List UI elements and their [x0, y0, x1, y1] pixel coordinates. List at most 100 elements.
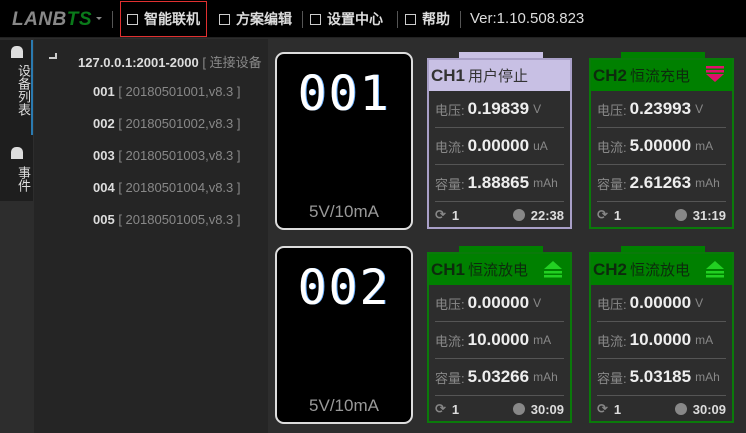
elapsed-time: 31:19 — [692, 207, 726, 223]
device-spec: 5V/10mA — [309, 202, 379, 221]
tree-root-node[interactable]: 127.0.0.1:2001-2000 [ 连接设备 — [78, 52, 268, 71]
menu-plan-edit[interactable]: 方案编辑 — [219, 0, 292, 38]
voltage-row: 电压: 0.00000 V — [597, 285, 726, 322]
device-info: [ 20180501002,v8.3 ] — [118, 116, 241, 131]
voltage-label: 电压: — [597, 296, 627, 312]
tree-device-node[interactable]: 005 [ 20180501005,v8.3 ] — [93, 212, 241, 227]
voltage-unit: V — [533, 102, 542, 116]
device-spec: 5V/10mA — [309, 396, 379, 415]
active-tab-indicator — [31, 40, 33, 135]
capacity-unit: mAh — [533, 176, 558, 190]
device-tree: 127.0.0.1:2001-2000 [ 连接设备 001 [ 20180501… — [34, 39, 268, 433]
menu-smart-connect[interactable]: 智能联机 — [120, 1, 207, 37]
current-value: 0.00000 — [467, 136, 530, 155]
tab-events[interactable]: 事件 — [16, 166, 31, 192]
voltage-label: 电压: — [435, 296, 465, 312]
voltage-row: 电压: 0.19839 V — [435, 91, 564, 128]
divider — [460, 11, 461, 28]
channel-name: CH2 — [593, 259, 628, 279]
logo-dropdown-icon[interactable] — [96, 17, 102, 20]
channel-tab — [459, 246, 543, 252]
channel-state: 恒流放电 — [630, 262, 691, 279]
channel-footer: ⟳ 1 30:09 — [597, 396, 726, 422]
device-number: 002 — [297, 260, 391, 316]
capacity-value: 1.88865 — [467, 173, 530, 192]
divider — [302, 11, 303, 28]
connection-status: [ 连接设备 — [202, 55, 262, 70]
tree-device-node[interactable]: 001 [ 20180501001,v8.3 ] — [93, 84, 241, 99]
voltage-unit: V — [533, 296, 542, 310]
charge-arrow-icon — [706, 66, 724, 82]
channel-footer: ⟳ 1 22:38 — [435, 202, 564, 228]
tree-device-node[interactable]: 004 [ 20180501004,v8.3 ] — [93, 180, 241, 195]
cycle-icon: ⟳ — [435, 207, 446, 222]
tree-device-node[interactable]: 002 [ 20180501002,v8.3 ] — [93, 116, 241, 131]
device-card[interactable]: 002 5V/10mA — [275, 246, 413, 424]
alarm-icon — [11, 147, 23, 159]
channel-card[interactable]: CH2 恒流放电 电压: 0.00000 V 电流: 10.0000 mA 容量: 5.03… — [589, 246, 734, 423]
channel-header: CH1 恒流放电 — [429, 254, 570, 285]
clock-icon — [512, 403, 525, 415]
current-row: 电流: 5.00000 mA — [597, 128, 726, 165]
channel-state: 恒流放电 — [468, 262, 529, 279]
logo-text: LANB — [12, 9, 67, 30]
cycle-icon: ⟳ — [435, 401, 446, 416]
menu-settings[interactable]: 设置中心 — [310, 0, 383, 38]
device-id: 005 — [93, 212, 115, 227]
menu-label: 设置中心 — [327, 11, 383, 27]
capacity-label: 容量: — [435, 176, 465, 192]
side-tab-strip: 设备列表 事件 — [0, 40, 33, 201]
channel-card[interactable]: CH1 恒流放电 电压: 0.00000 V 电流: 10.0000 mA 容量: 5.03… — [427, 246, 572, 423]
menu-label: 方案编辑 — [236, 11, 292, 27]
device-info: [ 20180501003,v8.3 ] — [118, 148, 241, 163]
app-logo[interactable]: LANBTS — [12, 9, 92, 31]
voltage-label: 电压: — [597, 102, 627, 118]
channel-tab — [459, 52, 543, 58]
clock-icon — [674, 403, 687, 415]
channel-tab — [621, 52, 705, 58]
current-label: 电流: — [435, 333, 465, 349]
clock-icon — [674, 209, 687, 221]
capacity-row: 容量: 5.03185 mAh — [597, 359, 726, 396]
device-info: [ 20180501005,v8.3 ] — [118, 212, 241, 227]
current-unit: mA — [533, 333, 552, 347]
current-unit: mA — [695, 333, 714, 347]
channel-header: CH2 恒流放电 — [591, 254, 732, 285]
device-id: 004 — [93, 180, 115, 195]
voltage-row: 电压: 0.23993 V — [597, 91, 726, 128]
channel-card[interactable]: CH1 用户停止 电压: 0.19839 V 电流: 0.00000 uA 容量: 1.88… — [427, 52, 572, 229]
current-row: 电流: 10.0000 mA — [435, 322, 564, 359]
cycle-icon: ⟳ — [597, 401, 608, 416]
collapse-icon[interactable] — [49, 53, 57, 59]
tab-device-list[interactable]: 设备列表 — [16, 64, 31, 116]
capacity-label: 容量: — [597, 176, 627, 192]
channel-card[interactable]: CH2 恒流充电 电压: 0.23993 V 电流: 5.00000 mA 容量: 2.61… — [589, 52, 734, 229]
voltage-label: 电压: — [435, 102, 465, 118]
menu-help[interactable]: 帮助 — [405, 0, 450, 38]
version-label: Ver:1.10.508.823 — [470, 10, 585, 27]
divider — [112, 11, 113, 28]
voltage-value: 0.23993 — [629, 99, 692, 118]
device-id: 001 — [93, 84, 115, 99]
device-id: 002 — [93, 116, 115, 131]
capacity-row: 容量: 5.03266 mAh — [435, 359, 564, 396]
current-value: 10.0000 — [629, 330, 692, 349]
cycle-count: 1 — [451, 207, 460, 223]
logo-accent-text: TS — [66, 9, 93, 30]
capacity-label: 容量: — [435, 370, 465, 386]
device-card[interactable]: 001 5V/10mA — [275, 52, 413, 230]
channel-name: CH1 — [431, 259, 466, 279]
channel-footer: ⟳ 1 31:19 — [597, 202, 726, 228]
menu-label: 智能联机 — [144, 11, 200, 27]
cycle-icon: ⟳ — [597, 207, 608, 222]
voltage-value: 0.00000 — [629, 293, 692, 312]
channel-name: CH2 — [593, 65, 628, 85]
device-info: [ 20180501001,v8.3 ] — [118, 84, 241, 99]
menu-label: 帮助 — [422, 11, 450, 27]
device-id: 003 — [93, 148, 115, 163]
tree-device-node[interactable]: 003 [ 20180501003,v8.3 ] — [93, 148, 241, 163]
table-icon — [219, 13, 230, 25]
device-list-icon — [11, 46, 23, 58]
current-row: 电流: 10.0000 mA — [597, 322, 726, 359]
discharge-arrow-icon — [706, 261, 724, 278]
